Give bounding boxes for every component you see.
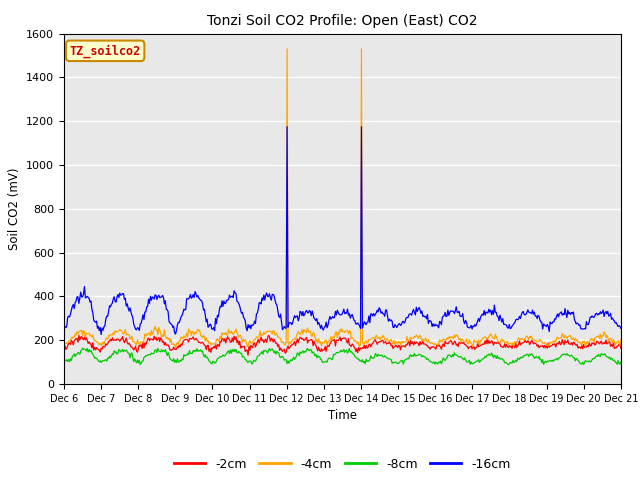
-4cm xyxy=(390,337,398,343)
Line: -16cm: -16cm xyxy=(64,127,621,335)
-16cm xyxy=(434,323,442,328)
-4cm xyxy=(314,340,322,346)
-16cm xyxy=(159,295,167,300)
-16cm xyxy=(284,124,291,130)
Y-axis label: Soil CO2 (mV): Soil CO2 (mV) xyxy=(8,168,20,250)
Line: -8cm: -8cm xyxy=(64,348,621,365)
Text: TZ_soilco2: TZ_soilco2 xyxy=(70,44,141,58)
-4cm xyxy=(481,334,489,340)
-8cm xyxy=(60,358,68,363)
-8cm xyxy=(504,362,512,368)
-4cm xyxy=(159,332,166,338)
-16cm xyxy=(390,324,398,330)
-2cm xyxy=(204,342,212,348)
-16cm xyxy=(97,332,105,337)
Title: Tonzi Soil CO2 Profile: Open (East) CO2: Tonzi Soil CO2 Profile: Open (East) CO2 xyxy=(207,14,477,28)
-2cm xyxy=(244,352,252,358)
-4cm xyxy=(434,342,442,348)
-16cm xyxy=(60,326,68,332)
-8cm xyxy=(204,356,212,362)
-4cm xyxy=(60,340,68,346)
Legend: -2cm, -4cm, -8cm, -16cm: -2cm, -4cm, -8cm, -16cm xyxy=(169,453,516,476)
Line: -2cm: -2cm xyxy=(64,336,621,355)
-4cm xyxy=(172,345,179,350)
X-axis label: Time: Time xyxy=(328,409,357,422)
-4cm xyxy=(617,337,625,343)
-8cm xyxy=(433,360,440,366)
-8cm xyxy=(159,348,167,353)
-2cm xyxy=(60,344,68,349)
Line: -4cm: -4cm xyxy=(64,49,621,348)
-16cm xyxy=(481,312,489,318)
-2cm xyxy=(434,344,442,349)
-2cm xyxy=(481,338,489,344)
-16cm xyxy=(617,325,625,331)
-8cm xyxy=(480,355,488,361)
-16cm xyxy=(204,324,212,330)
-8cm xyxy=(617,359,625,365)
-2cm xyxy=(390,344,398,350)
-8cm xyxy=(79,345,86,351)
-2cm xyxy=(314,348,322,354)
-2cm xyxy=(617,345,625,351)
-16cm xyxy=(314,322,322,327)
-4cm xyxy=(284,46,291,52)
-8cm xyxy=(389,359,397,365)
-4cm xyxy=(204,337,212,343)
-2cm xyxy=(75,333,83,338)
-8cm xyxy=(313,355,321,360)
-2cm xyxy=(159,338,167,344)
